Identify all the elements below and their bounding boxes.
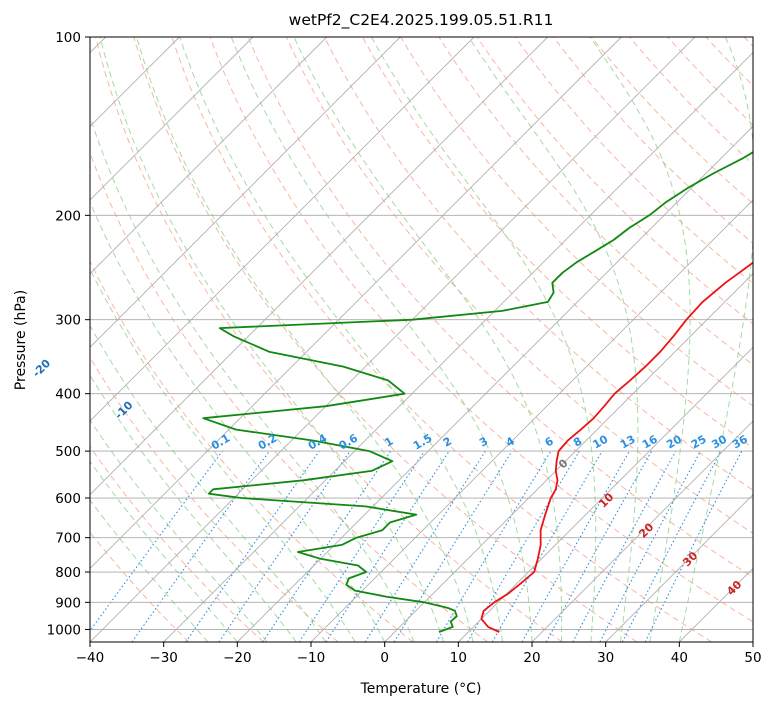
x-tick-label: 0: [380, 650, 389, 666]
x-tick-label: 50: [744, 650, 761, 666]
chart-title: wetPf2_C2E4.2025.199.05.51.R11: [289, 11, 554, 30]
y-axis-label: Pressure (hPa): [13, 290, 29, 390]
y-tick-label: 500: [55, 444, 81, 460]
y-tick-label: 700: [55, 531, 81, 547]
x-tick-label: 20: [523, 650, 540, 666]
y-tick-label: 300: [55, 313, 81, 329]
y-tick-label: 100: [55, 30, 81, 46]
x-tick-label: −10: [297, 650, 326, 666]
x-tick-label: −20: [223, 650, 252, 666]
x-tick-label: 40: [671, 650, 688, 666]
x-tick-label: 30: [597, 650, 614, 666]
y-tick-label: 400: [55, 387, 81, 403]
y-tick-label: 800: [55, 565, 81, 581]
y-tick-label: 600: [55, 491, 81, 507]
x-tick-label: 10: [450, 650, 467, 666]
x-axis-label: Temperature (°C): [360, 681, 482, 697]
y-tick-label: 1000: [47, 622, 81, 638]
y-tick-label: 900: [55, 595, 81, 611]
y-tick-label: 200: [55, 208, 81, 224]
x-tick-label: −40: [76, 650, 105, 666]
x-tick-label: −30: [149, 650, 178, 666]
